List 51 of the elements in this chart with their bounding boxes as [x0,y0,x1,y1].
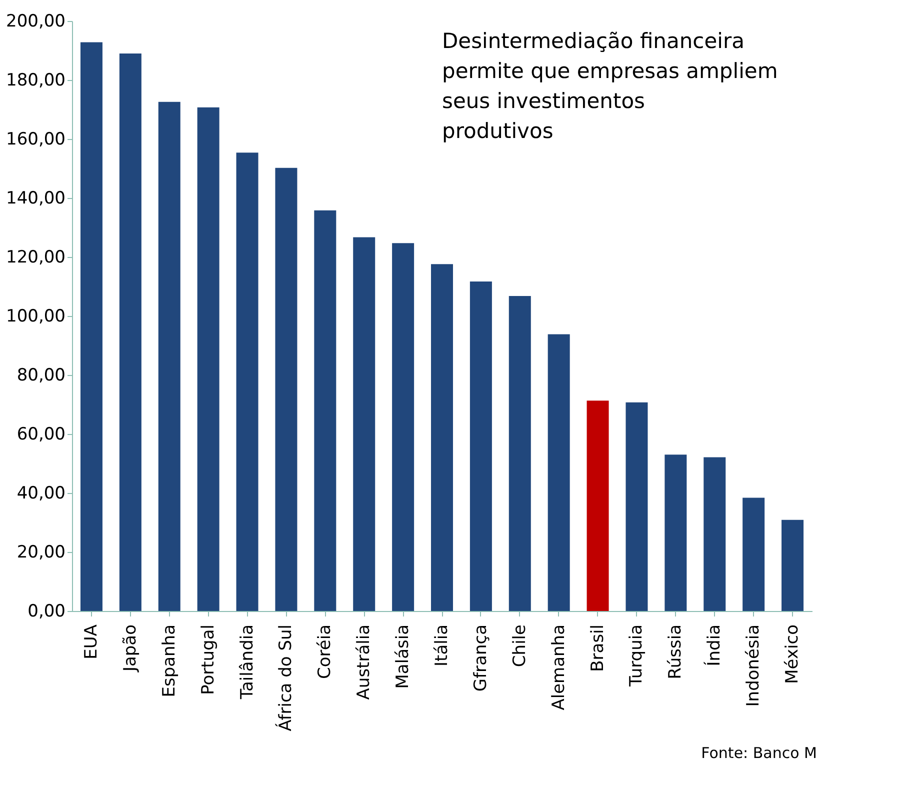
bar [431,264,453,611]
y-tick-label: 120,00 [6,248,66,268]
y-tick-label: 140,00 [6,188,66,208]
y-tick-label: 0,00 [28,602,66,622]
y-tick-label: 60,00 [16,424,66,444]
x-tick-label: Malásia [393,624,414,689]
x-tick-label: Portugal [198,624,218,695]
source-note: Fonte: Banco M [701,744,817,762]
bar [586,400,609,611]
x-tick-label: Espanha [159,624,180,698]
bar [197,107,220,611]
bar [392,243,414,611]
bar [664,454,687,611]
x-tick-label: Brasil [588,624,608,672]
bar [314,210,336,611]
x-tick-label: Índia [704,624,725,666]
bar [782,520,804,611]
x-tick-label: Japão [120,624,140,673]
x-tick-label: Itália [432,624,452,666]
annotation: Desintermediação financeira permite que empresas ampliem seus investimentos produtivos [442,29,778,143]
y-tick-label: 160,00 [6,130,66,150]
bar [470,281,492,611]
bar [353,237,376,611]
y-tick-label: 200,00 [6,12,66,32]
bar [236,152,258,611]
y-tick-label: 40,00 [16,484,66,504]
bar [275,168,298,611]
x-tick-label: África do Sul [275,624,296,732]
x-tick-label: Tailândia [237,624,258,700]
bar [704,457,726,611]
bar [119,53,142,611]
x-tick-label: Alemanha [548,624,569,710]
y-tick-label: 20,00 [16,542,66,562]
x-tick-label: Indonésia [744,624,764,707]
bar [80,42,102,611]
x-tick-label: Rússia [666,624,686,680]
x-tick-label: Turquia [626,624,647,688]
bar [742,498,765,611]
x-tick-label: Coréia [315,624,336,679]
y-tick-label: 100,00 [6,306,66,326]
bar [508,296,531,611]
x-tick-label: Austrália [354,624,374,700]
bar [548,334,570,611]
bar [158,102,180,611]
x-tick-label: Gfrança [470,624,491,692]
y-tick-label: 80,00 [16,366,66,386]
x-tick-label: México [782,624,803,684]
x-tick-label: EUA [81,624,102,660]
y-tick-label: 180,00 [6,70,66,90]
bar [626,402,648,611]
x-tick-label: Chile [510,624,530,668]
